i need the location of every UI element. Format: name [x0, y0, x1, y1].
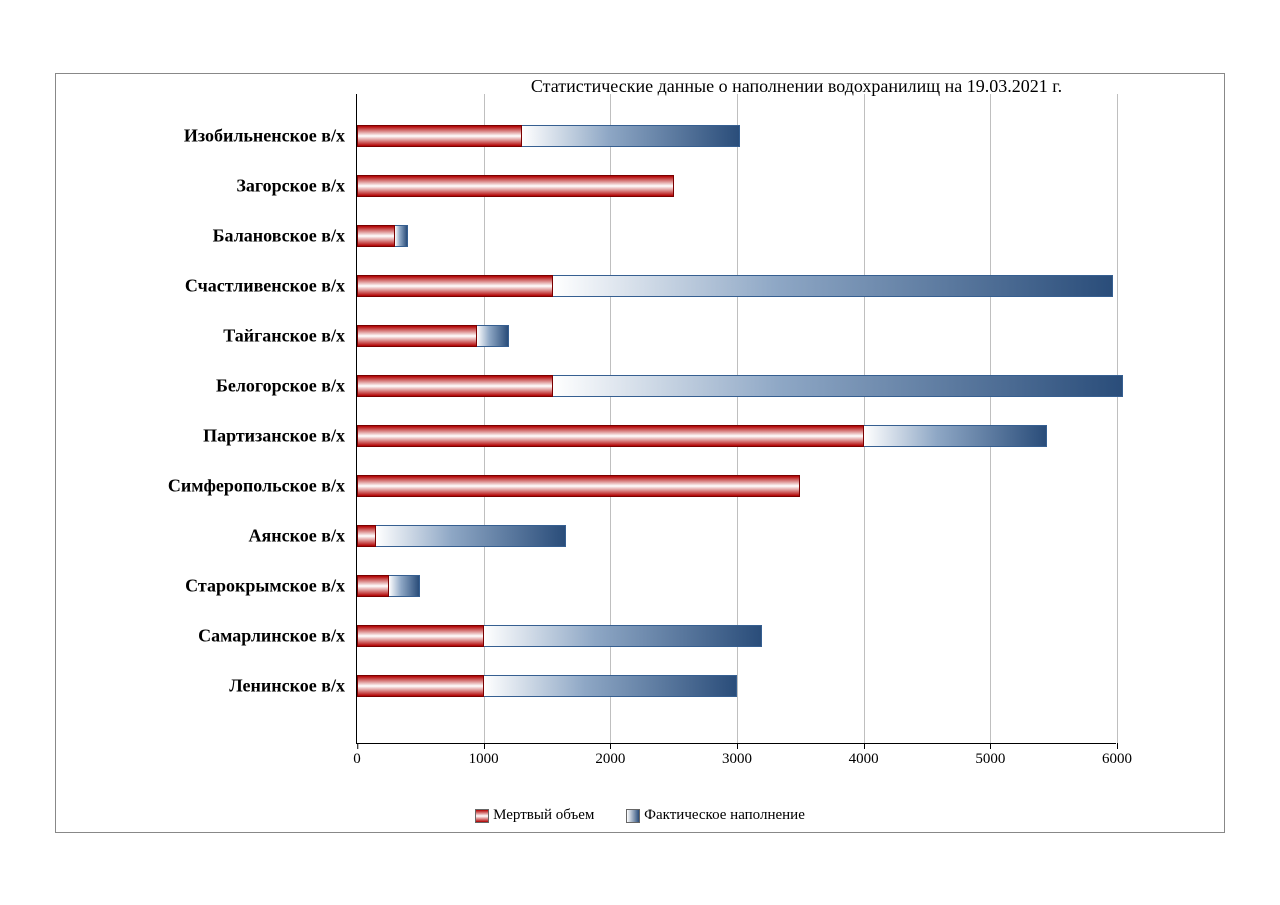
category-label: Старокрымское в/х: [185, 575, 357, 596]
bar-actual-fill: [376, 525, 566, 547]
x-tick: 3000: [722, 743, 752, 768]
x-tick: 0: [353, 743, 361, 768]
gridline: [1117, 94, 1118, 743]
category-label: Ленинское в/х: [229, 675, 357, 696]
legend-label-actual-fill: Фактическое наполнение: [644, 807, 805, 824]
bar-actual-fill: [553, 275, 1113, 297]
category-label: Симферопольское в/х: [168, 475, 357, 496]
bar-actual-fill: [395, 225, 408, 247]
gridline: [864, 94, 865, 743]
category-label: Загорское в/х: [236, 175, 357, 196]
category-label: Балановское в/х: [213, 225, 357, 246]
x-tick: 4000: [849, 743, 879, 768]
category-label: Счастливенское в/х: [185, 275, 357, 296]
gridline: [990, 94, 991, 743]
plot-area: Статистические данные о наполнении водох…: [356, 94, 1116, 744]
category-label: Аянское в/х: [249, 525, 357, 546]
x-tick: 5000: [975, 743, 1005, 768]
x-tick: 1000: [469, 743, 499, 768]
bar-actual-fill: [477, 325, 509, 347]
category-label: Партизанское в/х: [203, 425, 357, 446]
bar-dead-volume: [357, 475, 800, 497]
bar-dead-volume: [357, 575, 389, 597]
legend-swatch-red: [475, 809, 489, 823]
bar-actual-fill: [484, 675, 737, 697]
bar-dead-volume: [357, 325, 477, 347]
category-label: Самарлинское в/х: [198, 625, 357, 646]
bar-actual-fill: [522, 125, 740, 147]
bar-actual-fill: [553, 375, 1123, 397]
bar-dead-volume: [357, 125, 522, 147]
bar-dead-volume: [357, 675, 484, 697]
legend-label-dead-volume: Мертвый объем: [493, 807, 594, 824]
x-tick: 6000: [1102, 743, 1132, 768]
x-tick: 2000: [595, 743, 625, 768]
bar-dead-volume: [357, 625, 484, 647]
category-label: Белогорское в/х: [216, 375, 357, 396]
bar-actual-fill: [864, 425, 1048, 447]
bar-dead-volume: [357, 275, 553, 297]
bar-dead-volume: [357, 225, 395, 247]
bar-dead-volume: [357, 175, 674, 197]
bar-dead-volume: [357, 425, 864, 447]
legend-item-dead-volume: Мертвый объем: [475, 807, 594, 824]
chart-title: Статистические данные о наполнении водох…: [477, 76, 1116, 97]
bar-dead-volume: [357, 375, 553, 397]
legend-swatch-blue: [626, 809, 640, 823]
bar-actual-fill: [484, 625, 763, 647]
chart-frame: Статистические данные о наполнении водох…: [55, 73, 1225, 833]
category-label: Изобильненское в/х: [184, 125, 357, 146]
legend-item-actual-fill: Фактическое наполнение: [626, 807, 805, 824]
legend: Мертвый объем Фактическое наполнение: [56, 807, 1224, 828]
category-label: Тайганское в/х: [223, 325, 357, 346]
bar-actual-fill: [389, 575, 421, 597]
bar-dead-volume: [357, 525, 376, 547]
